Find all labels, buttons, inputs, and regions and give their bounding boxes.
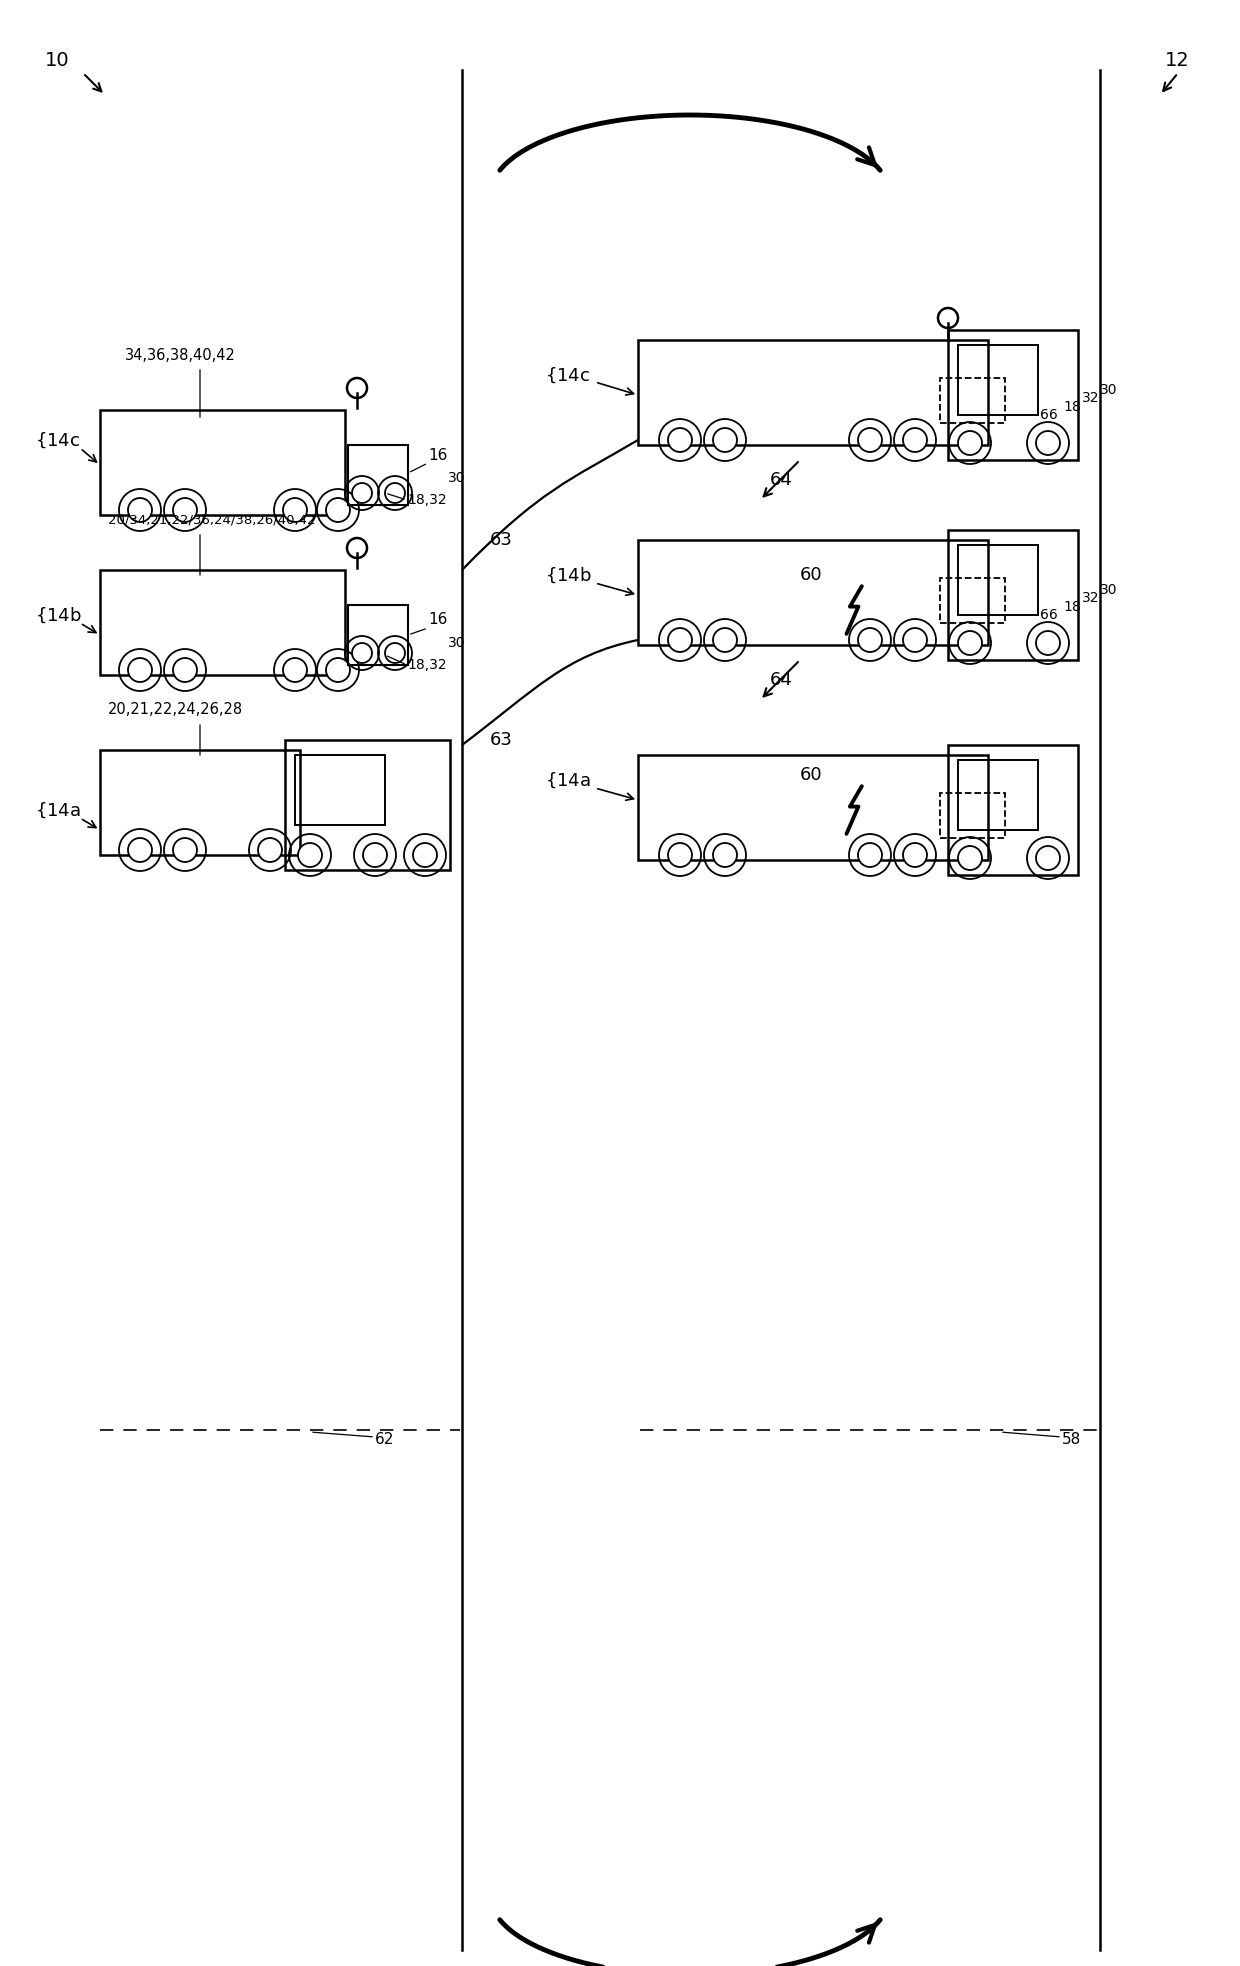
Text: 30: 30 [448, 472, 465, 486]
Text: 16: 16 [428, 448, 448, 462]
Circle shape [858, 429, 882, 452]
Text: 60: 60 [800, 767, 822, 784]
Text: $\mathsf{\{}$14c: $\mathsf{\{}$14c [546, 366, 590, 385]
Text: 34,36,38,40,42: 34,36,38,40,42 [125, 348, 236, 362]
Text: 30: 30 [1100, 584, 1117, 598]
Bar [940, 578, 1004, 623]
Circle shape [363, 843, 387, 867]
Text: 30: 30 [448, 635, 465, 651]
Text: 12: 12 [1166, 51, 1190, 69]
Text: 64: 64 [770, 472, 792, 490]
Bar [285, 739, 450, 871]
Bar [295, 755, 384, 826]
Text: $\mathsf{\{}$14a: $\mathsf{\{}$14a [35, 800, 81, 820]
Circle shape [1035, 631, 1060, 655]
Circle shape [903, 843, 928, 867]
Text: 63: 63 [490, 531, 513, 549]
Circle shape [283, 497, 308, 523]
Text: 18,32: 18,32 [407, 493, 446, 507]
Bar [100, 749, 300, 855]
Bar [940, 792, 1004, 838]
Circle shape [128, 838, 153, 861]
Text: 32: 32 [1083, 391, 1100, 405]
Circle shape [352, 643, 372, 663]
Text: $\mathsf{\{}$14b: $\mathsf{\{}$14b [546, 566, 591, 584]
Circle shape [298, 843, 322, 867]
Text: 18: 18 [1063, 399, 1081, 415]
Text: 58: 58 [1061, 1433, 1081, 1447]
Bar [949, 745, 1078, 875]
Circle shape [668, 627, 692, 653]
Circle shape [668, 843, 692, 867]
Text: 66: 66 [1040, 607, 1058, 621]
Circle shape [174, 659, 197, 682]
Circle shape [903, 429, 928, 452]
Text: 10: 10 [45, 51, 69, 69]
Bar [100, 411, 345, 515]
Circle shape [413, 843, 436, 867]
Circle shape [959, 631, 982, 655]
Text: 16: 16 [428, 613, 448, 627]
Bar [639, 755, 988, 859]
Text: 20,21,22,24,26,28: 20,21,22,24,26,28 [108, 702, 243, 718]
Text: 20/34,21,22/36,24/38,26/40,42: 20/34,21,22/36,24/38,26/40,42 [108, 513, 315, 527]
Circle shape [903, 627, 928, 653]
Circle shape [713, 429, 737, 452]
Circle shape [858, 627, 882, 653]
Text: 18,32: 18,32 [407, 659, 446, 672]
Circle shape [959, 845, 982, 871]
Text: 62: 62 [374, 1433, 394, 1447]
Text: 32: 32 [1083, 592, 1100, 606]
Text: 60: 60 [800, 566, 822, 584]
Bar [348, 606, 408, 665]
Circle shape [1035, 431, 1060, 454]
Circle shape [128, 659, 153, 682]
Bar [949, 531, 1078, 661]
Bar [639, 340, 988, 444]
Bar [348, 444, 408, 505]
Text: $\mathsf{\{}$14b: $\mathsf{\{}$14b [35, 606, 82, 625]
Circle shape [1035, 845, 1060, 871]
Circle shape [668, 429, 692, 452]
Circle shape [384, 484, 405, 503]
Circle shape [283, 659, 308, 682]
Circle shape [713, 843, 737, 867]
Circle shape [384, 643, 405, 663]
Circle shape [858, 843, 882, 867]
Circle shape [959, 431, 982, 454]
Circle shape [258, 838, 281, 861]
Text: 63: 63 [490, 731, 513, 749]
Bar [959, 545, 1038, 615]
Text: 66: 66 [1040, 409, 1058, 423]
Text: 64: 64 [770, 670, 792, 688]
Bar [639, 541, 988, 645]
Bar [949, 330, 1078, 460]
Text: $\mathsf{\{}$14c: $\mathsf{\{}$14c [35, 431, 81, 450]
Circle shape [326, 497, 350, 523]
Bar [959, 761, 1038, 830]
Circle shape [128, 497, 153, 523]
Text: 30: 30 [1100, 383, 1117, 397]
Circle shape [174, 838, 197, 861]
Text: $\mathsf{\{}$14a: $\mathsf{\{}$14a [546, 771, 590, 790]
Bar [100, 570, 345, 674]
Circle shape [174, 497, 197, 523]
Text: 18: 18 [1063, 600, 1081, 613]
Circle shape [326, 659, 350, 682]
Circle shape [713, 627, 737, 653]
Circle shape [352, 484, 372, 503]
Bar [959, 344, 1038, 415]
Bar [940, 377, 1004, 423]
